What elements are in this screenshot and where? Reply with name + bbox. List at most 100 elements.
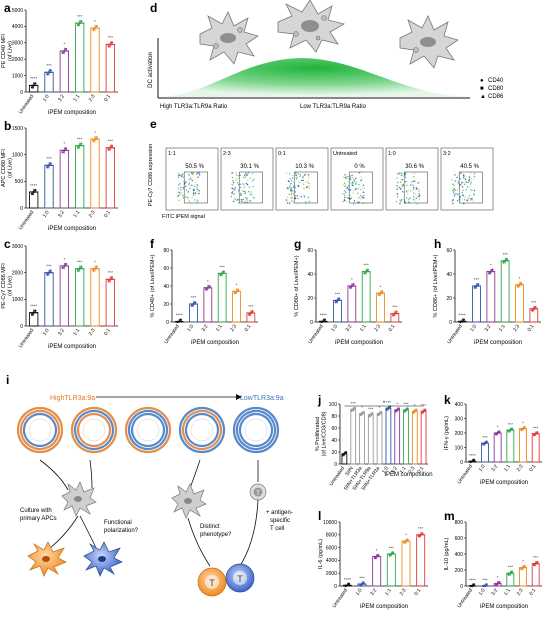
category-label: 1:1 [503, 464, 512, 473]
data-point [404, 408, 408, 412]
flow-event [196, 184, 198, 186]
flow-event [358, 201, 360, 204]
flow-event [344, 196, 346, 199]
flow-event [399, 203, 401, 205]
category-label: Untreated [18, 328, 36, 350]
data-point [193, 301, 197, 304]
flow-event [290, 188, 292, 190]
ipem-ring-4 [232, 406, 280, 454]
bar-c-1 [44, 272, 54, 327]
panel-label-k: k [444, 393, 451, 407]
data-point [251, 310, 254, 313]
category-label: 0:1 [103, 328, 112, 337]
flow-event [290, 197, 292, 199]
flow-event [464, 183, 466, 185]
flow-event [363, 191, 366, 194]
bar-f-4 [232, 290, 241, 323]
flow-event [303, 196, 306, 198]
data-point [373, 556, 377, 560]
flow-event [361, 195, 363, 198]
flow-arrow-1 [39, 459, 69, 491]
distinct-label-line2: phenotype? [200, 532, 232, 538]
data-point [107, 280, 110, 283]
significance-mark: *** [389, 545, 395, 550]
bar-m-4 [519, 567, 527, 587]
legend-cd80-marker: ■ [480, 86, 484, 92]
data-point [321, 320, 325, 323]
data-point [483, 584, 487, 588]
data-point [109, 146, 112, 149]
flow-event [462, 174, 465, 176]
data-point [485, 440, 488, 443]
significance-mark: *** [108, 139, 114, 144]
significance-mark: * [497, 425, 499, 430]
significance-mark: *** [482, 577, 488, 582]
flow-event [285, 172, 288, 174]
data-point [78, 267, 81, 270]
category-label: 2:3 [88, 94, 97, 103]
bar-h-1 [472, 285, 481, 323]
flow-event [349, 177, 351, 180]
data-point [64, 262, 68, 266]
data-point [346, 584, 349, 587]
flow-event [346, 186, 349, 189]
flow-event [459, 184, 461, 186]
y-axis-label: IL-10 (pg/mL) [444, 537, 450, 570]
significance-mark: *** [364, 263, 370, 268]
data-point [177, 320, 181, 323]
flow-plot-percent: 10.3 % [295, 164, 314, 170]
flow-event [288, 193, 290, 196]
flow-event [401, 179, 403, 181]
panel-label-b: b [4, 119, 11, 133]
flow-plot-percent: 0 % [354, 164, 365, 170]
y-tick-label: 40 [307, 272, 313, 278]
flow-event [412, 184, 414, 186]
data-point [476, 283, 480, 286]
ipem-layer [238, 412, 274, 448]
data-point [110, 276, 114, 279]
flow-event [308, 186, 310, 188]
flow-event [406, 197, 408, 199]
flow-event [188, 178, 190, 181]
flow-event [397, 181, 399, 183]
flow-event [403, 189, 406, 191]
flow-event [288, 201, 290, 203]
significance-mark: * [490, 263, 492, 268]
flow-event [357, 187, 359, 190]
flow-plot-label: 3:2 [443, 151, 451, 157]
flow-event [348, 194, 351, 197]
flow-event [415, 186, 418, 188]
flow-event [232, 188, 234, 190]
data-point [523, 564, 526, 568]
flow-event [251, 172, 254, 175]
flow-event [177, 176, 180, 179]
data-point [362, 410, 365, 414]
flow-plot-1: 2:3 30.1 % [220, 147, 274, 211]
ipem-core [82, 418, 106, 442]
category-label: 2:3 [373, 324, 382, 333]
significance-mark: * [351, 277, 353, 282]
data-point [34, 309, 37, 312]
chart-annotation: * [383, 401, 386, 407]
flow-gate [293, 171, 318, 204]
x-axis-label: iPEM composition [480, 480, 528, 486]
data-point [362, 581, 365, 584]
flow-event [302, 183, 305, 185]
y-tick-label: 4000 [326, 558, 337, 564]
flow-event [297, 173, 299, 175]
data-point [179, 318, 182, 322]
bar-k-3 [506, 429, 515, 463]
y-tick-label: 400 [455, 552, 464, 558]
flow-event [188, 174, 190, 176]
flow-event [357, 192, 359, 195]
data-point [532, 433, 536, 437]
data-point [337, 297, 341, 300]
y-axis-label-line: % CD86+ (of Live/iPEM+) [433, 254, 439, 317]
flow-event [351, 184, 354, 186]
flow-event [360, 179, 363, 181]
data-point [347, 582, 351, 586]
flow-event [453, 193, 455, 195]
category-label: 1:0 [42, 210, 51, 219]
data-point [471, 584, 474, 588]
